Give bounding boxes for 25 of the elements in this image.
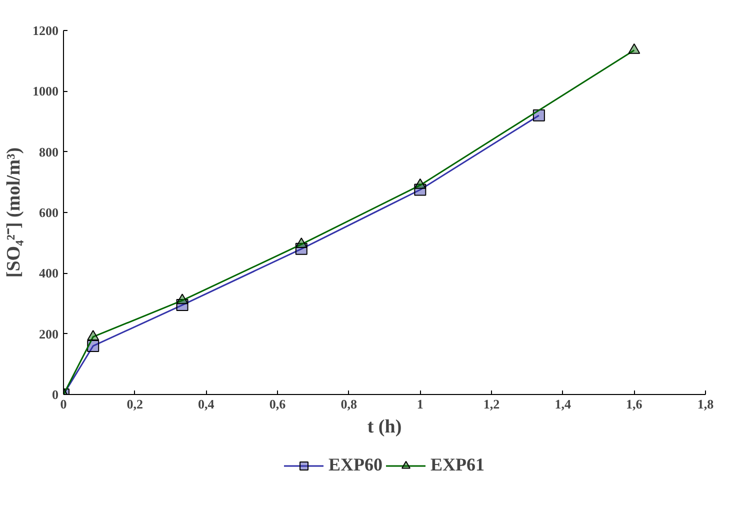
point [295,238,308,248]
legend-label: EXP60 [328,454,382,476]
x-tick-label: 0,8 [340,396,358,412]
x-tick-label: 0,6 [269,396,286,412]
y-tick-label: 1000 [32,84,58,99]
y-tick-label: 0 [52,387,58,402]
point [87,330,100,341]
x-tick-label: 0,2 [126,396,143,412]
y-axis-title: [SO₄²⁻] (mol/m³) [4,147,24,278]
point [176,294,188,304]
x-tick-label: 1,4 [554,396,572,412]
x-axis-title: t (h) [367,416,402,438]
y-tick-label: 1200 [32,23,58,38]
x-tick-label: 1,8 [697,396,714,412]
x-tick-label: 0,4 [198,396,215,412]
point [532,109,545,122]
y-tick-label: 800 [39,144,58,160]
x-tick-label: 1,2 [483,396,500,412]
point [414,178,426,189]
x-tick-label: 1 [416,396,424,412]
y-tick-label: 400 [39,266,58,281]
legend-label: EXP61 [430,454,484,476]
y-tick-label: 200 [39,326,58,342]
y-tick-label: 600 [39,205,58,220]
x-tick-label: 1,6 [626,396,643,412]
